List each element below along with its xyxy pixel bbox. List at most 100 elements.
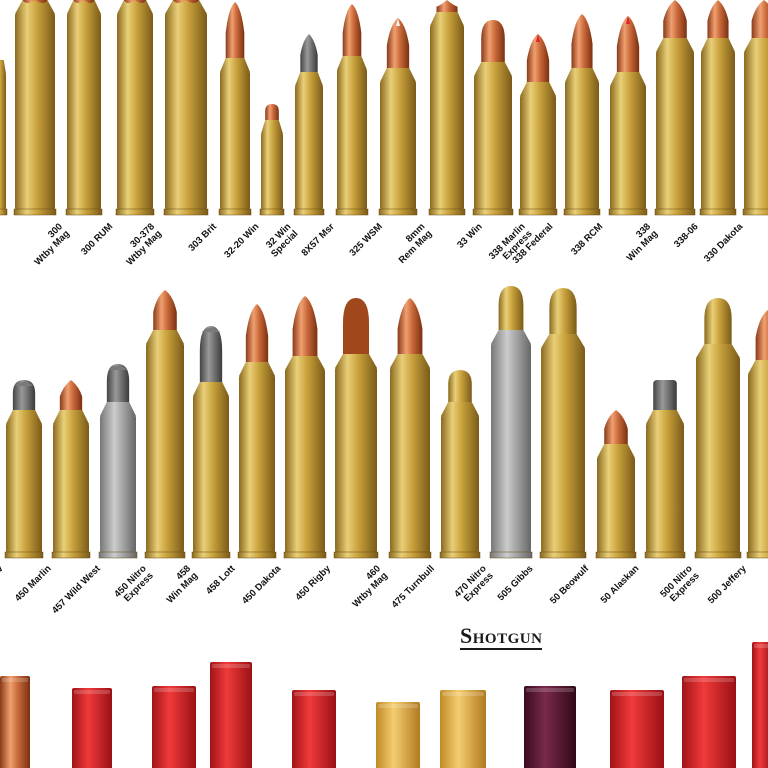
row1-cartridge-10-case [430, 26, 464, 209]
row2-cartridge-6-bullet [292, 296, 318, 356]
row2-cartridge-14-shoulder [696, 344, 740, 358]
row2-cartridge-12-rim [595, 551, 637, 559]
row1-cartridge-17-bullet [751, 0, 768, 38]
row1-cartridges [0, 0, 768, 216]
row2-cartridge-11-rim [539, 551, 587, 559]
row1-cartridge-13-shoulder [565, 68, 599, 82]
row2-cartridge-9-bullet [448, 370, 472, 402]
row1-cartridge-10 [428, 0, 466, 216]
row2-cartridge-14-bullet [704, 298, 732, 344]
shotgun-shell-1 [72, 688, 112, 768]
row2-cartridge-12-shoulder [597, 444, 635, 458]
shotgun-shell-9 [682, 676, 736, 768]
row1-cartridge-2-shoulder [67, 0, 101, 14]
row1-cartridge-1-rim [13, 208, 57, 216]
row2-cartridge-5-shoulder [239, 362, 275, 376]
row2-cartridge-7 [333, 298, 379, 559]
row1-cartridge-12-rim [518, 208, 558, 216]
row2-cartridge-8-bullet [397, 298, 423, 354]
row2-cartridge-2-bullet [106, 364, 130, 402]
shotgun-shell-10 [752, 642, 768, 768]
row1-cartridge-11-bullet [481, 20, 505, 62]
row1-cartridge-12-bullet [526, 34, 550, 82]
row1-cartridge-11 [472, 20, 514, 216]
row2-cartridge-11-case [541, 348, 585, 552]
row2-cartridge-1-shoulder [53, 410, 89, 424]
row1-cartridge-9-case [380, 82, 416, 209]
row1-cartridge-11-shoulder [474, 62, 512, 76]
row1-cartridge-15-shoulder [656, 38, 694, 52]
row1-cartridge-2-case [67, 14, 101, 209]
row2-cartridge-9-shoulder [441, 402, 479, 416]
row2-cartridge-15-bullet [755, 310, 768, 360]
row2-cartridge-5-case [239, 376, 275, 552]
row2-cartridge-12 [595, 410, 637, 559]
row2-cartridge-15 [746, 310, 768, 559]
row2-cartridge-1 [51, 380, 91, 559]
row2-cartridge-2-shoulder [100, 402, 136, 416]
row1-cartridge-9-tip [396, 18, 400, 26]
row2-cartridge-6-case [285, 370, 325, 552]
row2-cartridge-13-bullet [653, 380, 677, 410]
row1-cartridge-7-bullet [300, 34, 318, 72]
row1-cartridge-13-case [565, 82, 599, 209]
row2-cartridge-8-shoulder [390, 354, 430, 368]
row1-cartridge-2-rim [65, 208, 103, 216]
row2-cartridge-11-shoulder [541, 334, 585, 348]
shotgun-shell-7 [524, 686, 576, 768]
row2-cartridge-7-rim [333, 551, 379, 559]
row1-cartridge-16-case [701, 52, 735, 209]
row1-cartridge-8-rim [335, 208, 369, 216]
row2-cartridge-5-rim [237, 551, 277, 559]
row2-cartridge-3 [144, 290, 186, 559]
row1-cartridge-8-bullet [342, 4, 362, 56]
row1-cartridge-5-rim [218, 208, 252, 216]
shotgun-shell-5 [376, 702, 420, 768]
shotgun-shells [0, 642, 768, 768]
row1-cartridge-4-bullet [172, 0, 200, 3]
row2-cartridge-1-case [53, 424, 89, 552]
row1-cartridge-4 [163, 0, 209, 216]
row1-cartridge-2 [65, 0, 103, 216]
row1-cartridge-10-bullet [436, 0, 458, 12]
row1-cartridge-14-rim [608, 208, 648, 216]
row2-cartridge-1-rim [51, 551, 91, 559]
row1-cartridge-8-case [337, 70, 367, 209]
row2-cartridge-3-case [146, 344, 184, 552]
row1-cartridge-4-shoulder [165, 0, 207, 14]
row1-cartridge-7-rim [293, 208, 325, 216]
row2-cartridge-11-bullet [549, 288, 577, 334]
row2-cartridge-8-case [390, 368, 430, 552]
row1-cartridge-5-shoulder [220, 58, 250, 72]
row2-cartridge-5-bullet [245, 304, 269, 362]
row2-cartridge-2 [98, 364, 138, 559]
row2-cartridge-15-case [748, 374, 768, 552]
row2-cartridge-0-tip [14, 382, 34, 386]
row2-cartridges [4, 286, 768, 559]
row2-cartridge-0-rim [4, 551, 44, 559]
row2-cartridge-0-bullet [12, 380, 36, 410]
row1-cartridge-7-case [295, 86, 323, 209]
row1-cartridge-8-shoulder [337, 56, 367, 70]
row2-cartridge-4-tip [201, 328, 221, 332]
row1-cartridge-10-shoulder [430, 12, 464, 26]
row2-cartridge-7-bullet [342, 298, 370, 354]
row2-cartridge-4 [191, 326, 231, 559]
row1-cartridge-14-tip [626, 16, 630, 24]
row1-cartridge-3-case [117, 14, 153, 209]
row1-cartridge-16-bullet [707, 0, 729, 38]
shotgun-shell-0 [0, 676, 30, 768]
row1-cartridge-15-rim [654, 208, 696, 216]
row2-cartridge-9 [439, 370, 481, 559]
row2-cartridge-10 [489, 286, 533, 559]
row2-cartridge-10-case [491, 344, 531, 552]
row1-cartridge-12-case [520, 96, 556, 209]
row1-cartridge-13 [563, 14, 601, 216]
row1-cartridge-13-bullet [571, 14, 593, 68]
row1-cartridge-0-case [0, 74, 6, 209]
row1-cartridge-17-shoulder [744, 38, 768, 52]
row2-cartridge-12-case [597, 458, 635, 552]
row1-cartridge-1-shoulder [15, 0, 55, 14]
row2-cartridge-0-shoulder [6, 410, 42, 424]
row1-cartridge-5-bullet [225, 2, 245, 58]
